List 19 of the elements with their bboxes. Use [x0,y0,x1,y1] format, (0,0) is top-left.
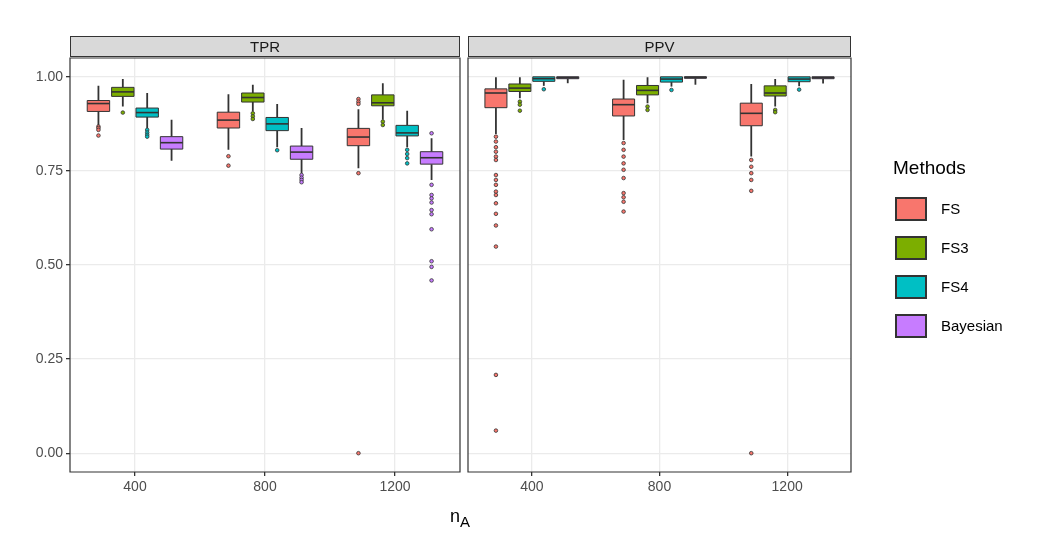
x-tick-label: 1200 [771,478,803,495]
x-tick-label: 800 [253,478,277,495]
x-tick-label: 800 [647,478,672,495]
x-tick-label: 400 [520,478,544,495]
chart-title: TPR [70,36,460,57]
y-tick-label: 0.25 [35,349,64,366]
x-tick-label: 1200 [379,478,411,495]
y-tick-label: 1.00 [35,67,64,84]
legend-label: FS4 [941,278,969,295]
x-axis-title: n$_{A}$ [449,506,471,530]
chart-title: PPV [468,36,851,57]
legend-label: FS3 [941,239,969,256]
legend-title: Methods [893,157,967,179]
legend-label: FS [941,200,961,217]
legend-label: Bayesian [941,317,1003,334]
x-tick-label: 400 [123,478,147,495]
y-tick-label: 0.50 [35,255,64,272]
y-tick-label: 0.75 [35,161,64,178]
y-tick-label: 0.00 [35,444,64,461]
